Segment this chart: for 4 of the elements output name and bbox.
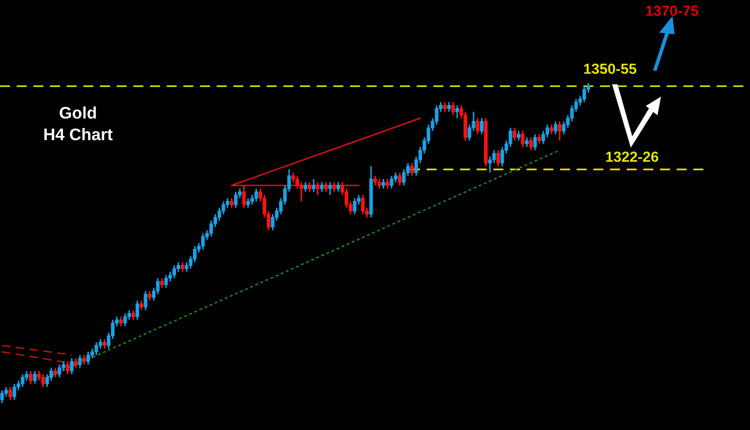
text: Gold H4 Chart [44,106,113,140]
text: 1322-26 [606,152,658,162]
text: 1370-75 [646,6,698,16]
text: 1350-55 [584,64,636,74]
